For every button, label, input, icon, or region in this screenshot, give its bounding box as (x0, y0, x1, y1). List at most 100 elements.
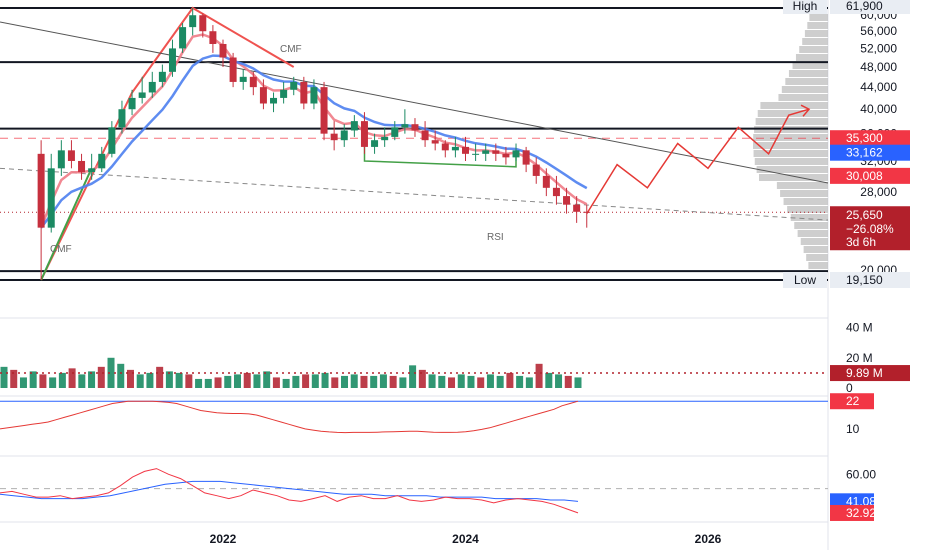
time-tick-label: 2022 (210, 532, 237, 546)
ema-lines (39, 33, 588, 229)
candle-body (57, 150, 65, 169)
candle-body (229, 57, 237, 82)
pane-separators (0, 0, 829, 550)
volume-bar (341, 375, 349, 388)
triangle-pattern-line (40, 6, 295, 281)
volume-profile-bar (753, 134, 828, 141)
volume-profile-bar (792, 62, 828, 69)
candle-body (219, 43, 227, 58)
candle-body (179, 27, 187, 49)
trend-drawings (0, 6, 829, 281)
candle-body (270, 97, 278, 104)
last-price-badge (830, 206, 910, 251)
volume-bar (370, 375, 378, 388)
volume-last-value: 9.89 M (846, 366, 883, 380)
candle-body (512, 150, 520, 158)
indicator-pane-1: 10 22 (0, 393, 874, 436)
price-tick-label: 28,000 (860, 185, 897, 199)
annotation-cmf-top: CMF (280, 44, 302, 55)
volume-bar (496, 375, 504, 388)
volume-bar (146, 372, 154, 388)
indicator-2-rsi-value: 32.92 (846, 506, 876, 520)
annotations: CMF CMF RSI (50, 44, 504, 255)
volume-bar (58, 372, 66, 388)
last-price-countdown: 3d 6h (846, 235, 876, 249)
volume-profile-bar (800, 238, 828, 245)
ema-fast-line (39, 33, 588, 229)
volume-bar (409, 365, 417, 388)
price-badge-label-bg (783, 0, 827, 14)
volume-bar (39, 374, 47, 388)
volume-bar (389, 375, 397, 388)
volume-profile (753, 14, 828, 269)
volume-bar (136, 374, 144, 388)
candle-body (239, 76, 247, 82)
price-badge-bg (830, 272, 910, 288)
candle-body (350, 121, 358, 131)
volume-bar (165, 371, 173, 388)
volume-profile-bar (803, 246, 828, 253)
candle-body (67, 150, 75, 161)
volume-bar (350, 374, 358, 388)
price-badge-bg (830, 130, 910, 147)
volume-bar (117, 363, 125, 388)
price-badge-value: 30,008 (846, 169, 883, 183)
candle-body (128, 97, 136, 110)
volume-profile-bar (781, 86, 828, 93)
volume-bar (214, 377, 222, 388)
candle-body (532, 164, 540, 176)
volume-profile-bar (795, 54, 828, 61)
volume-bar (175, 372, 183, 388)
volume-bar (428, 374, 436, 388)
volume-bar (272, 377, 280, 388)
candle-body (138, 92, 146, 98)
volume-profile-bar (799, 46, 828, 53)
volume-profile-bar (785, 78, 828, 85)
volume-profile-bar (804, 30, 828, 37)
annotation-rsi: RSI (487, 232, 504, 243)
candle-body (158, 71, 166, 82)
candle-body (583, 211, 591, 213)
candle-body (37, 153, 45, 228)
volume-bar (282, 378, 290, 388)
candle-body (88, 168, 96, 173)
volume-bar (486, 374, 494, 388)
candle-body (472, 153, 480, 155)
volume-bar (302, 374, 310, 388)
price-tick-label: 56,000 (860, 24, 897, 38)
candle-body (573, 204, 581, 212)
long-support-dashed-line (0, 167, 829, 221)
volume-profile-bar (806, 254, 828, 261)
candle-body (381, 136, 389, 141)
volume-profile-bar (808, 262, 828, 269)
price-axis: 20,00024,00028,00032,00036,00040,00044,0… (860, 8, 897, 277)
volume-bar (0, 366, 8, 388)
volume-bar (195, 378, 203, 388)
time-axis: 2022 2024 2026 (210, 532, 722, 546)
price-badge-bg (830, 144, 910, 161)
volume-bar (243, 372, 251, 388)
price-badge-bg (830, 0, 910, 14)
time-tick-label: 2024 (452, 532, 479, 546)
volume-bar (311, 374, 319, 388)
candle-body (462, 146, 469, 154)
volume-tick-label: 20 M (846, 351, 873, 365)
volume-bar (574, 377, 582, 388)
volume-profile-bar (780, 190, 828, 197)
volume-bar (29, 371, 37, 388)
candle-body (259, 87, 267, 104)
time-tick-label: 2026 (695, 532, 722, 546)
volume-profile-bar (754, 158, 828, 165)
candle-body (340, 130, 348, 141)
volume-bar (399, 377, 407, 388)
volume-profile-bar (802, 38, 828, 45)
candle-body (290, 81, 298, 90)
price-badge-value: 35,300 (846, 131, 883, 145)
volume-profile-bar (807, 22, 828, 29)
candlesticks (37, 8, 591, 280)
volume-profile-bar (787, 206, 828, 213)
last-price-value: 25,650 (846, 208, 883, 222)
candle-body (98, 153, 106, 169)
volume-bar (185, 374, 193, 388)
